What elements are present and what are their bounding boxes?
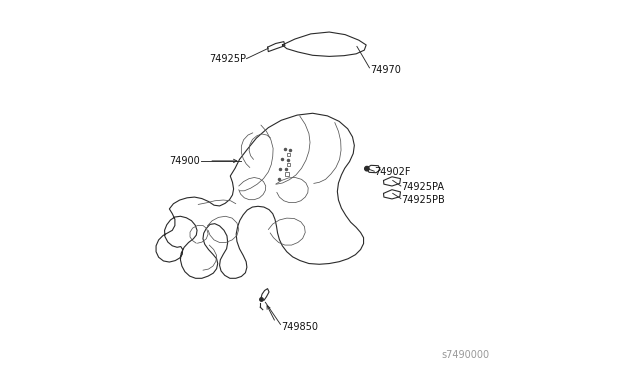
Bar	[287, 153, 290, 157]
Text: 74970: 74970	[370, 65, 401, 75]
Text: 74902F: 74902F	[374, 167, 411, 177]
Text: 74925PB: 74925PB	[401, 195, 445, 205]
Text: 74925PA: 74925PA	[401, 182, 444, 192]
Text: 74900: 74900	[169, 156, 200, 166]
Text: 74925P: 74925P	[209, 54, 246, 64]
Circle shape	[365, 166, 369, 171]
Text: s7490000: s7490000	[442, 350, 490, 359]
Bar	[287, 163, 291, 166]
Text: 749850: 749850	[281, 322, 318, 332]
Bar	[285, 172, 289, 176]
